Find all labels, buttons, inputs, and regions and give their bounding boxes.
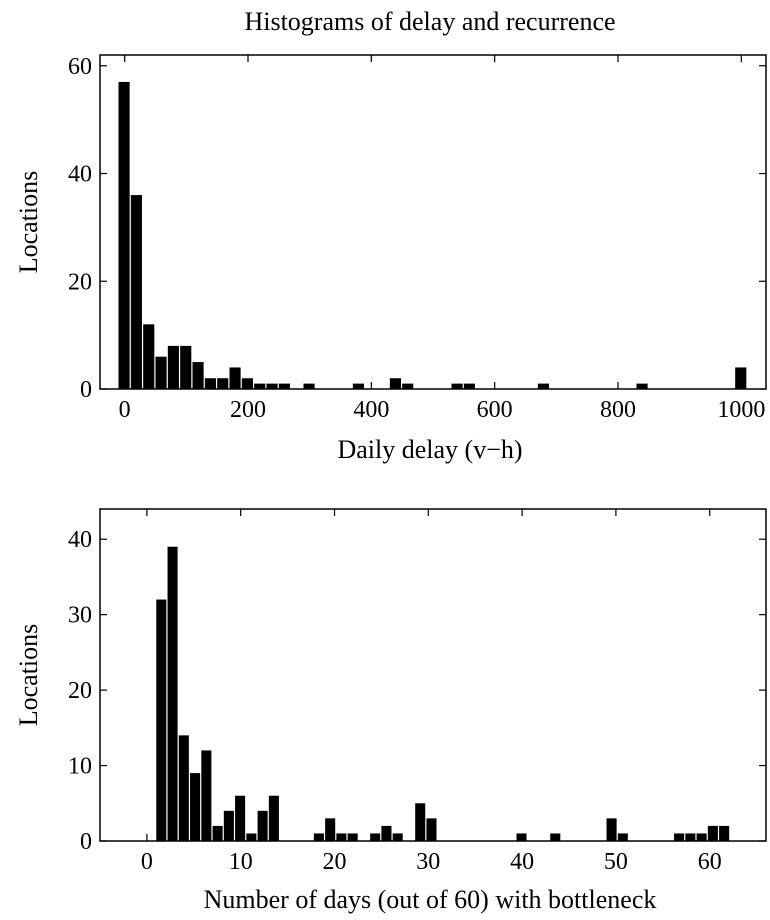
- histogram-bar: [325, 818, 336, 841]
- histogram-bar: [241, 378, 253, 389]
- histogram-bar: [229, 367, 241, 389]
- y-tick-label: 20: [68, 269, 92, 295]
- x-tick-label: 400: [353, 397, 389, 423]
- histogram-bar: [415, 803, 426, 841]
- x-tick-label: 0: [119, 397, 131, 423]
- histogram-bar: [617, 833, 628, 841]
- histogram-bar: [167, 546, 178, 841]
- histogram-bar: [392, 833, 403, 841]
- x-tick-group: 0 200 400 600 800 1000: [119, 55, 765, 423]
- histogram-bar: [402, 383, 414, 389]
- histogram-bar: [118, 81, 130, 389]
- x-tick-label: 600: [477, 397, 513, 423]
- delay-histogram-panel: 0 200 400 600 800 1000 0 20 40 60 Daily delay (v…: [14, 54, 767, 464]
- histogram-bar: [178, 735, 189, 841]
- x-tick-label: 20: [323, 849, 347, 875]
- histogram-bar: [156, 599, 167, 841]
- x-tick-label: 0: [141, 849, 153, 875]
- x-tick-label: 1000: [717, 397, 765, 423]
- y-tick-label: 0: [80, 829, 92, 855]
- histogram-bar: [685, 833, 696, 841]
- histogram-bar: [381, 825, 392, 841]
- histogram-bar: [155, 356, 167, 389]
- plot-frame: [99, 54, 767, 390]
- histogram-bar: [313, 833, 324, 841]
- histogram-bar: [192, 362, 204, 389]
- histogram-bar: [257, 810, 268, 841]
- histogram-bar: [516, 833, 527, 841]
- y-axis-label: Locations: [14, 624, 43, 727]
- x-tick-label: 800: [600, 397, 636, 423]
- histogram-bar: [190, 773, 201, 841]
- histogram-bar: [246, 833, 257, 841]
- histogram-bar: [130, 195, 142, 389]
- histogram-bar: [550, 833, 561, 841]
- histogram-bar: [212, 825, 223, 841]
- x-tick-label: 200: [230, 397, 266, 423]
- x-tick-label: 50: [604, 849, 628, 875]
- y-tick-label: 40: [68, 162, 92, 188]
- histogram-bar: [235, 795, 246, 841]
- bar-group: [118, 81, 747, 389]
- histogram-bar: [180, 345, 192, 389]
- histogram-bar: [735, 367, 747, 389]
- x-tick-label: 10: [229, 849, 253, 875]
- histogram-bar: [347, 833, 358, 841]
- histogram-bar: [254, 383, 266, 389]
- y-tick-label: 30: [68, 603, 92, 629]
- histogram-bar: [143, 324, 155, 389]
- histogram-bar: [719, 825, 730, 841]
- histogram-bar: [303, 383, 315, 389]
- histogram-bar: [537, 383, 549, 389]
- y-axis-label: Locations: [14, 171, 43, 274]
- x-axis-label: Daily delay (v−h): [337, 435, 522, 464]
- y-tick-label: 40: [68, 527, 92, 553]
- x-tick-label: 40: [510, 849, 534, 875]
- histogram-bar: [451, 383, 463, 389]
- histogram-bar: [674, 833, 685, 841]
- y-tick-group: 0 20 40 60: [68, 54, 766, 403]
- histogram-bar: [266, 383, 278, 389]
- x-tick-group: 0 10 20 30 40 50 60: [141, 509, 722, 875]
- y-tick-group: 0 10 20 30 40: [68, 527, 766, 855]
- histogram-bar: [217, 378, 229, 389]
- recurrence-histogram-panel: 0 10 20 30 40 50 60 0 10 20 30 40 Number of days (…: [14, 508, 767, 914]
- histogram-bar: [606, 818, 617, 841]
- y-tick-label: 60: [68, 54, 92, 80]
- histogram-bar: [201, 750, 212, 841]
- histogram-bar: [636, 383, 648, 389]
- histogram-bar: [352, 383, 364, 389]
- histogram-bar: [370, 833, 381, 841]
- figure-title: Histograms of delay and recurrence: [244, 7, 615, 36]
- x-tick-label: 60: [698, 849, 722, 875]
- x-axis-label: Number of days (out of 60) with bottlene…: [204, 885, 657, 914]
- bar-group: [156, 546, 730, 841]
- histogram-bar: [336, 833, 347, 841]
- histogram-bar: [707, 825, 718, 841]
- y-tick-label: 20: [68, 678, 92, 704]
- histogram-bar: [204, 378, 216, 389]
- histogram-bar: [223, 810, 234, 841]
- histogram-bar: [167, 345, 179, 389]
- y-tick-label: 10: [68, 754, 92, 780]
- histogram-bar: [389, 378, 401, 389]
- x-tick-label: 30: [416, 849, 440, 875]
- y-tick-label: 0: [80, 377, 92, 403]
- histogram-bar: [268, 795, 279, 841]
- histogram-bar: [278, 383, 290, 389]
- histogram-bar: [463, 383, 475, 389]
- histogram-bar: [696, 833, 707, 841]
- histogram-bar: [426, 818, 437, 841]
